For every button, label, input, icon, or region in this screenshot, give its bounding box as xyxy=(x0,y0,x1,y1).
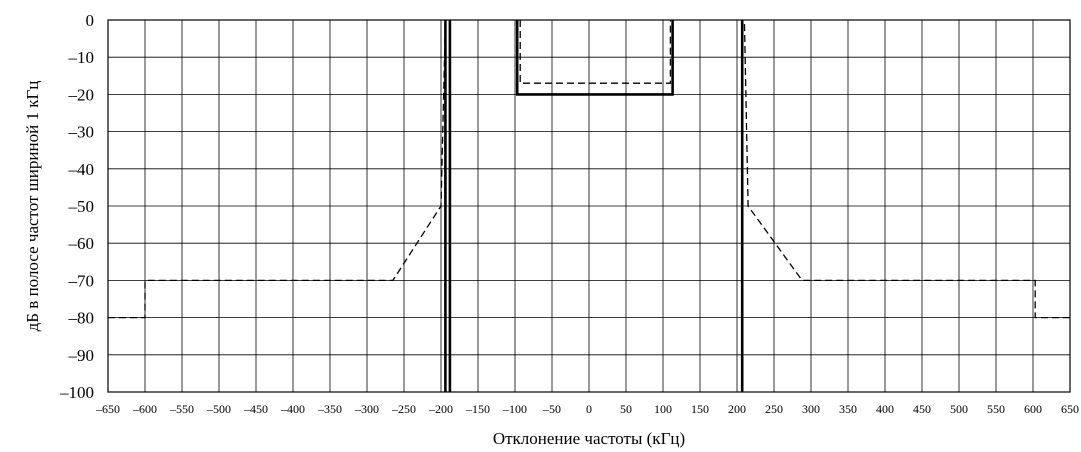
x-tick-label: –150 xyxy=(465,402,490,416)
mask-line-solid xyxy=(515,20,674,96)
y-tick-label: –30 xyxy=(68,123,95,142)
x-tick-label: 300 xyxy=(802,402,820,416)
x-tick-label: 150 xyxy=(691,402,709,416)
series-lines xyxy=(108,19,1070,392)
x-tick-label: –500 xyxy=(206,402,231,416)
y-tick-label: –20 xyxy=(68,85,95,104)
x-tick-label: –600 xyxy=(132,402,157,416)
x-tick-labels: –650 –600 –550 –500 –450 –400 –350 –300 –250 –200… xyxy=(95,402,1079,416)
y-tick-label: –50 xyxy=(68,197,95,216)
x-tick-label: 200 xyxy=(728,402,746,416)
x-tick-label: 500 xyxy=(950,402,968,416)
x-tick-label: 0 xyxy=(586,402,592,416)
x-tick-label: –100 xyxy=(502,402,527,416)
x-tick-label: –300 xyxy=(354,402,379,416)
x-axis-label: Отклонение частоты (кГц) xyxy=(493,429,685,448)
x-tick-label: –650 xyxy=(95,402,120,416)
y-tick-labels: 0 –10 –20 –30 –40 –50 –60 –70 –80 –90 –100 xyxy=(59,11,94,402)
mask-line-dashed xyxy=(519,20,672,84)
x-tick-label: –350 xyxy=(317,402,342,416)
x-tick-label: 650 xyxy=(1061,402,1079,416)
y-tick-label: –100 xyxy=(59,383,94,402)
x-tick-label: 450 xyxy=(913,402,931,416)
y-tick-label: –60 xyxy=(68,234,95,253)
x-tick-label: 250 xyxy=(765,402,783,416)
x-tick-label: 600 xyxy=(1024,402,1042,416)
plot-frame xyxy=(107,19,1071,393)
y-tick-label: –90 xyxy=(68,346,95,365)
x-tick-label: –250 xyxy=(391,402,416,416)
x-tick-label: –200 xyxy=(428,402,453,416)
y-tick-label: 0 xyxy=(86,11,95,30)
y-axis-label: дБ в полосе частот шириной 1 кГц xyxy=(23,81,42,332)
mask-line-dashed xyxy=(108,19,447,319)
y-tick-label: –70 xyxy=(68,271,95,290)
x-tick-label: 400 xyxy=(876,402,894,416)
y-tick-label: –10 xyxy=(68,48,95,67)
y-tick-label: –80 xyxy=(68,309,95,328)
x-tick-label: 550 xyxy=(987,402,1005,416)
grid xyxy=(107,19,1071,393)
x-tick-label: –400 xyxy=(280,402,305,416)
x-tick-label: –450 xyxy=(243,402,268,416)
x-tick-label: –550 xyxy=(169,402,194,416)
x-tick-label: 100 xyxy=(654,402,672,416)
x-tick-label: –50 xyxy=(542,402,561,416)
x-tick-label: 50 xyxy=(620,402,632,416)
y-tick-label: –40 xyxy=(68,160,95,179)
mask-line-dashed xyxy=(743,19,1070,319)
x-tick-label: 350 xyxy=(839,402,857,416)
